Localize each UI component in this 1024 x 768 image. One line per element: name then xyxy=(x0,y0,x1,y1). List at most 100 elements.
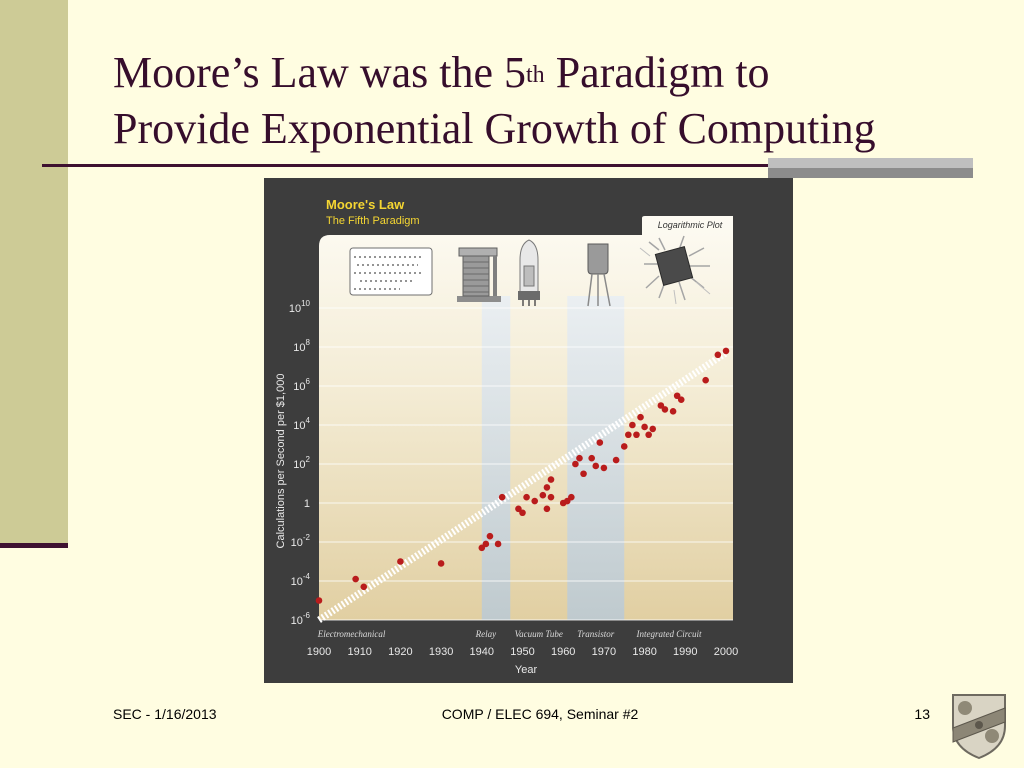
y-tick-label-3: 104 xyxy=(293,416,310,432)
data-point-10 xyxy=(515,505,522,513)
vacuum-tube-icon xyxy=(518,239,540,306)
data-point-13 xyxy=(531,497,539,505)
y-tick-exponent-1: 8 xyxy=(306,338,311,347)
data-point-27 xyxy=(596,439,604,446)
decorative-strip-dark xyxy=(768,168,973,178)
data-point-28 xyxy=(600,464,608,472)
data-point-0 xyxy=(315,597,323,604)
title-superscript: th xyxy=(526,62,545,88)
y-tick-label-6: 10-2 xyxy=(291,533,311,549)
paradigm-label-1: Relay xyxy=(475,629,497,639)
data-point-34 xyxy=(637,413,644,421)
y-tick-exponent-2: 6 xyxy=(306,377,311,386)
data-point-32 xyxy=(629,421,636,429)
data-point-39 xyxy=(661,406,669,413)
data-point-37 xyxy=(649,425,657,433)
data-point-35 xyxy=(641,423,648,431)
x-tick-label-2: 1920 xyxy=(388,646,412,658)
paradigm-label-3: Transistor xyxy=(577,629,615,639)
title-line2: Provide Exponential Growth of Computing xyxy=(113,104,876,153)
data-point-9 xyxy=(498,493,506,501)
y-tick-base-4: 10 xyxy=(293,459,305,471)
data-point-26 xyxy=(592,462,600,470)
data-point-8 xyxy=(494,540,502,548)
data-point-1 xyxy=(352,575,359,583)
transistor-icon xyxy=(587,243,611,307)
x-tick-label-3: 1930 xyxy=(429,646,453,658)
paradigm-labels: Electromechanical Relay Vacuum Tube Transis… xyxy=(317,629,702,639)
x-tick-label-6: 1960 xyxy=(551,646,575,658)
data-point-5 xyxy=(478,544,486,552)
data-point-6 xyxy=(482,540,490,548)
paradigm-label-0: Electromechanical xyxy=(317,629,386,639)
data-point-22 xyxy=(572,460,579,468)
chart-subtitle: The Fifth Paradigm xyxy=(326,215,420,227)
y-tick-exponent-0: 10 xyxy=(301,299,310,308)
data-points xyxy=(315,347,730,604)
data-point-16 xyxy=(543,505,551,513)
y-tick-base-0: 10 xyxy=(289,303,301,315)
chart-title: Moore's Law xyxy=(326,197,405,212)
data-point-40 xyxy=(669,408,677,415)
y-tick-exponent-3: 4 xyxy=(306,416,311,425)
data-point-12 xyxy=(523,493,530,501)
data-point-17 xyxy=(547,476,555,483)
data-point-23 xyxy=(576,454,583,462)
y-tick-label-0: 1010 xyxy=(289,299,311,315)
paradigm-label-4: Integrated Circuit xyxy=(636,629,702,639)
paradigm-label-2: Vacuum Tube xyxy=(515,629,563,639)
relay-icon xyxy=(457,247,501,302)
data-point-15 xyxy=(543,484,551,491)
x-tick-label-7: 1970 xyxy=(592,646,616,658)
gridlines xyxy=(319,307,733,621)
data-point-41 xyxy=(673,392,681,400)
y-tick-exponent-6: -2 xyxy=(303,533,311,542)
slide-title: Moore’s Law was the 5th Paradigm to Provi… xyxy=(113,45,993,157)
trend-line xyxy=(317,349,728,623)
title-underline xyxy=(42,164,772,167)
integrated-circuit-icon xyxy=(639,235,711,305)
x-tick-label-9: 1990 xyxy=(673,646,697,658)
accent-bar-rule xyxy=(0,543,68,548)
data-point-31 xyxy=(625,431,632,439)
log-plot-label: Logarithmic Plot xyxy=(658,220,723,230)
y-tick-label-1: 108 xyxy=(293,338,310,354)
y-tick-base-2: 10 xyxy=(293,381,305,393)
data-point-2 xyxy=(360,583,368,591)
y-axis-label: Calculations per Second per $1,000 xyxy=(275,374,287,549)
y-tick-label-4: 102 xyxy=(293,455,310,471)
data-point-45 xyxy=(722,347,730,355)
data-point-30 xyxy=(620,443,628,450)
y-tick-base-7: 10 xyxy=(291,576,303,588)
y-tick-base-5: 1 xyxy=(304,498,310,510)
data-point-7 xyxy=(486,532,494,540)
data-point-25 xyxy=(588,454,595,462)
x-tick-labels: 1900 1910 1920 1930 1940 1950 1960 1970 1980 1990… xyxy=(307,646,738,658)
data-point-43 xyxy=(702,376,709,384)
slide-number: 13 xyxy=(914,706,930,722)
y-tick-exponent-8: -6 xyxy=(303,611,311,620)
data-point-36 xyxy=(645,431,652,439)
data-point-33 xyxy=(633,431,640,439)
data-point-21 xyxy=(568,493,575,501)
data-point-3 xyxy=(397,558,404,565)
data-point-4 xyxy=(437,560,445,567)
y-tick-exponent-7: -4 xyxy=(303,572,311,581)
y-tick-label-8: 10-6 xyxy=(291,611,311,627)
accent-bar xyxy=(0,0,68,545)
punch-card-icon xyxy=(349,247,433,296)
data-point-24 xyxy=(580,470,587,478)
y-tick-exponent-4: 2 xyxy=(306,455,311,464)
y-tick-label-7: 10-4 xyxy=(291,572,311,588)
y-tick-base-3: 10 xyxy=(293,420,305,432)
x-tick-label-5: 1950 xyxy=(510,646,534,658)
university-crest-icon xyxy=(952,694,1006,760)
data-point-18 xyxy=(547,493,555,501)
x-tick-label-4: 1940 xyxy=(470,646,494,658)
title-line1-end: Paradigm to xyxy=(544,48,770,97)
x-axis-label: Year xyxy=(515,664,538,676)
x-tick-label-10: 2000 xyxy=(714,646,738,658)
x-tick-label-8: 1980 xyxy=(632,646,656,658)
